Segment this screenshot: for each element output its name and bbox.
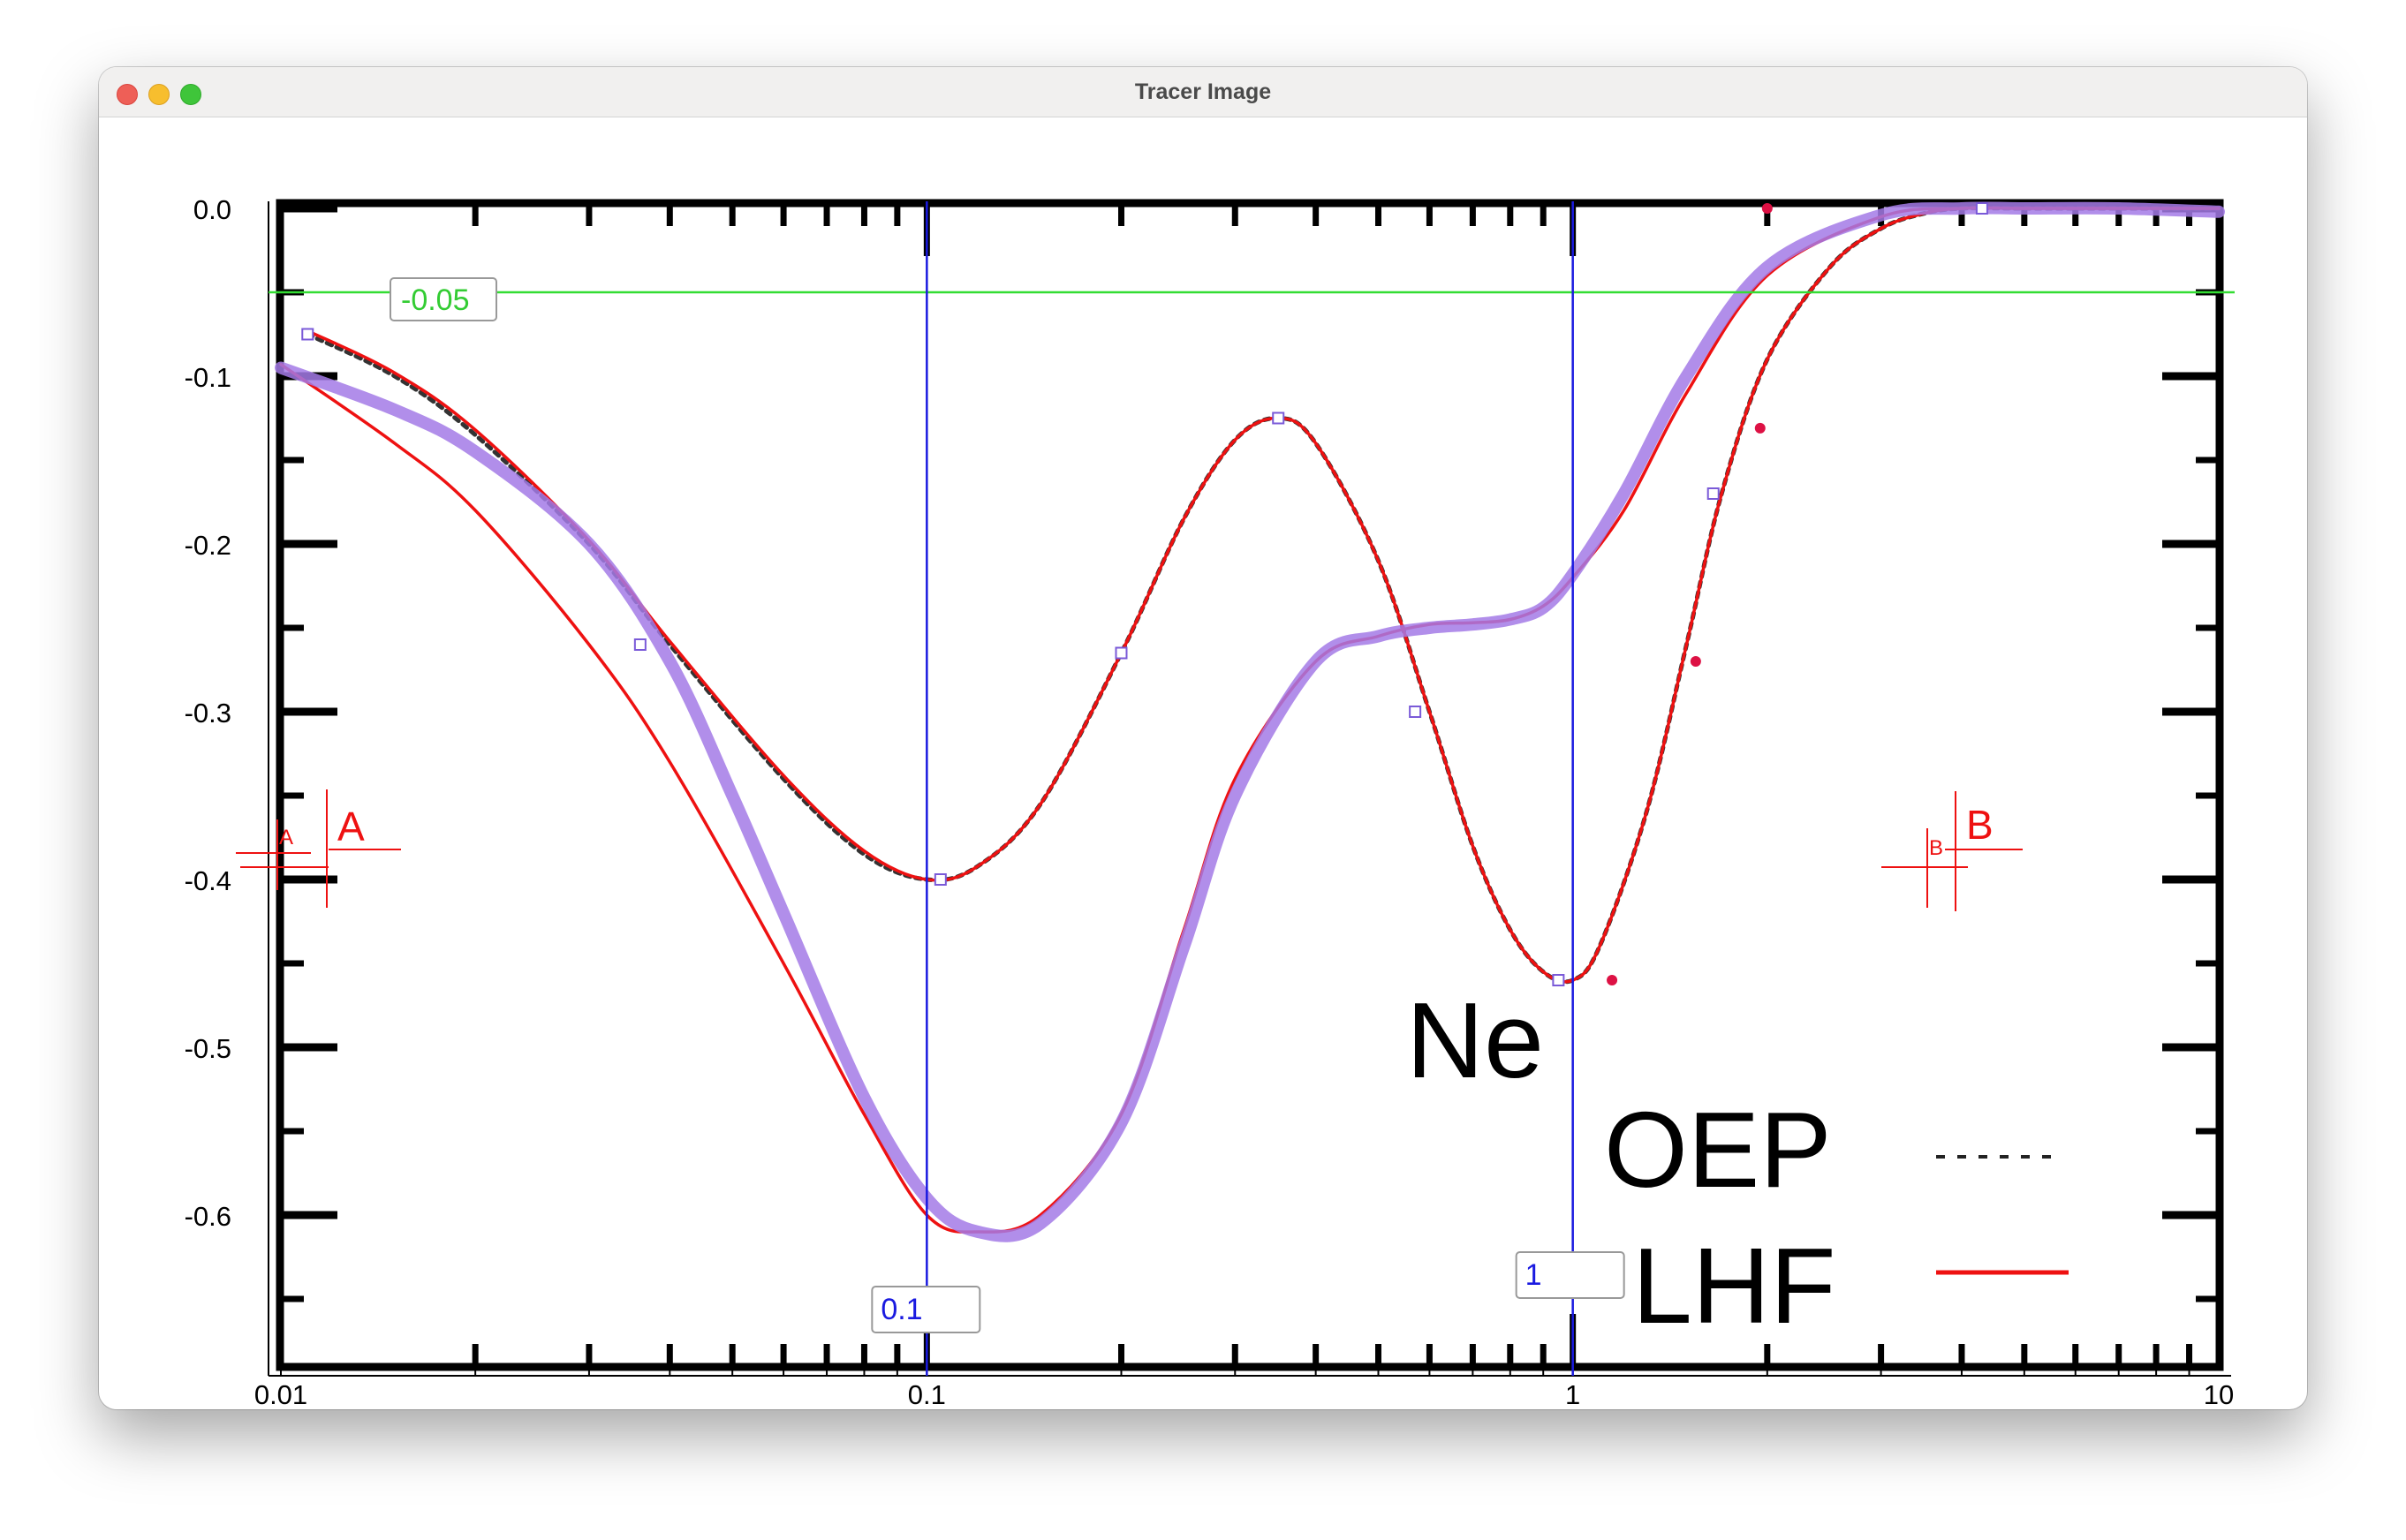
x-tick-label: 0.1 (908, 1379, 946, 1409)
legend-oep-label: OEP (1604, 1090, 1832, 1210)
tracer-canvas[interactable]: 0.0 -0.1 -0.2 -0.3 -0.4 -0.5 -0.6 0.01 0.1 1 10 -0… (99, 117, 2307, 1409)
vertical-guide-label-2: 1 (1525, 1258, 1542, 1292)
marker-b-label: B (1966, 802, 1994, 848)
y-tick-label: -0.6 (185, 1201, 231, 1232)
trace-point[interactable] (1272, 411, 1285, 425)
marker-b-small-label: B (1929, 836, 1943, 860)
tick-labels: 0.0 -0.1 -0.2 -0.3 -0.4 -0.5 -0.6 0.01 0.1 1 10 (185, 194, 2235, 1409)
x-tick-label: 1 (1565, 1379, 1580, 1409)
y-tick-label: -0.4 (185, 865, 231, 896)
trace-point[interactable] (633, 638, 647, 651)
trace-handle-point[interactable] (1607, 975, 1618, 985)
x-tick-label: 10 (2204, 1379, 2234, 1409)
y-tick-label: 0.0 (193, 194, 231, 225)
tick-marks (277, 203, 2220, 1376)
vertical-guide-label-1: 0.1 (881, 1293, 922, 1326)
y-tick-label: -0.1 (185, 362, 231, 393)
horizontal-guide-label: -0.05 (401, 283, 470, 317)
y-tick-label: -0.5 (185, 1033, 231, 1064)
traced-curve-line (275, 201, 2225, 1242)
trace-handle-point[interactable] (1754, 422, 1766, 434)
trace-point[interactable] (1552, 974, 1565, 986)
window-title: Tracer Image (1134, 79, 1272, 104)
trace-point[interactable] (1706, 487, 1720, 500)
plot-frame (276, 199, 2224, 1371)
marker-a-small-label: A (279, 826, 293, 849)
tracer-window: Tracer Image 0.0 -0.1 -0.2 -0.3 -0.4 -0.5 -0.6… (99, 67, 2307, 1409)
y-tick-label: -0.2 (185, 530, 231, 561)
y-tick-label: -0.3 (185, 698, 231, 728)
series-lhf-lower-line (279, 206, 2221, 1234)
close-button[interactable] (117, 84, 138, 105)
series-lhf-line (306, 206, 2221, 984)
series-oep-line (305, 206, 2221, 985)
marker-a-label: A (337, 804, 365, 849)
trace-point[interactable] (301, 328, 314, 341)
series-layer (275, 201, 2225, 1242)
trace-handle-point[interactable] (1761, 203, 1773, 214)
x-tick-label: 0.01 (254, 1379, 307, 1409)
legend-lhf-label: LHF (1632, 1226, 1835, 1346)
chart-svg: 0.0 -0.1 -0.2 -0.3 -0.4 -0.5 -0.6 0.01 0.1 1 10 -0… (185, 194, 2235, 1409)
traced-points (301, 202, 1988, 986)
marker-b[interactable]: B B (1881, 791, 2023, 911)
minimize-button[interactable] (148, 84, 170, 105)
title-bar: Tracer Image (99, 67, 2307, 117)
marker-a[interactable]: A A (236, 789, 401, 908)
element-label: Ne (1406, 980, 1544, 1100)
horizontal-guide-label-box[interactable]: -0.05 (390, 277, 497, 321)
trace-point[interactable] (934, 873, 947, 886)
trace-point[interactable] (1409, 706, 1422, 718)
vertical-guide-label-box-1[interactable]: 0.1 (871, 1286, 981, 1333)
trace-point[interactable] (1975, 202, 1988, 215)
trace-handle-point[interactable] (1690, 656, 1701, 667)
zoom-button[interactable] (180, 84, 201, 105)
vertical-guide-label-box-2[interactable]: 1 (1515, 1251, 1625, 1299)
trace-point[interactable] (1115, 646, 1128, 660)
